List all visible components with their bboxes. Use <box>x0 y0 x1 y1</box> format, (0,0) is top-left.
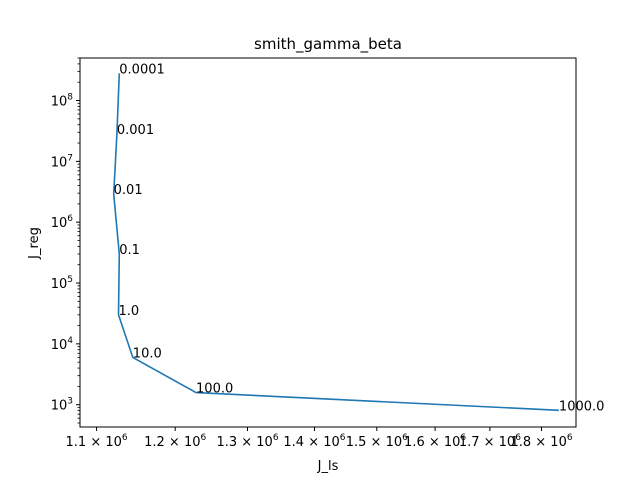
point-label: 0.001 <box>117 123 154 138</box>
y-axis-ticks: 103 104 105 106 107 108 <box>51 57 80 424</box>
point-labels: 0.0001 0.001 0.01 0.1 1.0 10.0 100.0 1000.0 <box>114 62 605 414</box>
point-label: 100.0 <box>196 382 233 397</box>
y-tick-label: 104 <box>51 336 74 353</box>
chart-title: smith_gamma_beta <box>254 35 402 54</box>
y-tick-label: 107 <box>51 153 73 170</box>
x-tick-label: 1.7 × 106 <box>459 433 521 450</box>
series-line <box>112 73 559 412</box>
x-tick-label: 1.5 × 106 <box>346 433 408 450</box>
point-label: 0.1 <box>119 243 140 258</box>
x-tick-label: 1.8 × 106 <box>510 433 572 450</box>
plot-frame <box>79 57 577 428</box>
y-tick-label: 103 <box>51 397 73 414</box>
x-tick-label: 1.3 × 106 <box>216 433 278 450</box>
point-label: 1000.0 <box>559 399 605 414</box>
x-axis-ticks: 1.1 × 106 1.2 × 106 1.3 × 106 1.4 × 106 1.5 … <box>66 427 573 450</box>
point-label: 0.0001 <box>119 62 165 77</box>
point-label: 1.0 <box>118 304 139 319</box>
point-label: 0.01 <box>114 183 143 198</box>
y-tick-label: 106 <box>51 214 74 231</box>
x-tick-label: 1.2 × 106 <box>144 433 206 450</box>
y-tick-label: 108 <box>51 93 74 110</box>
point-label: 10.0 <box>133 346 162 361</box>
x-tick-label: 1.4 × 106 <box>283 433 345 450</box>
x-tick-label: 1.1 × 106 <box>66 433 128 450</box>
y-tick-label: 105 <box>51 275 73 292</box>
y-axis-label: J_reg <box>27 227 42 260</box>
x-axis-label: J_ls <box>317 459 339 474</box>
x-tick-label: 1.6 × 106 <box>404 433 466 450</box>
